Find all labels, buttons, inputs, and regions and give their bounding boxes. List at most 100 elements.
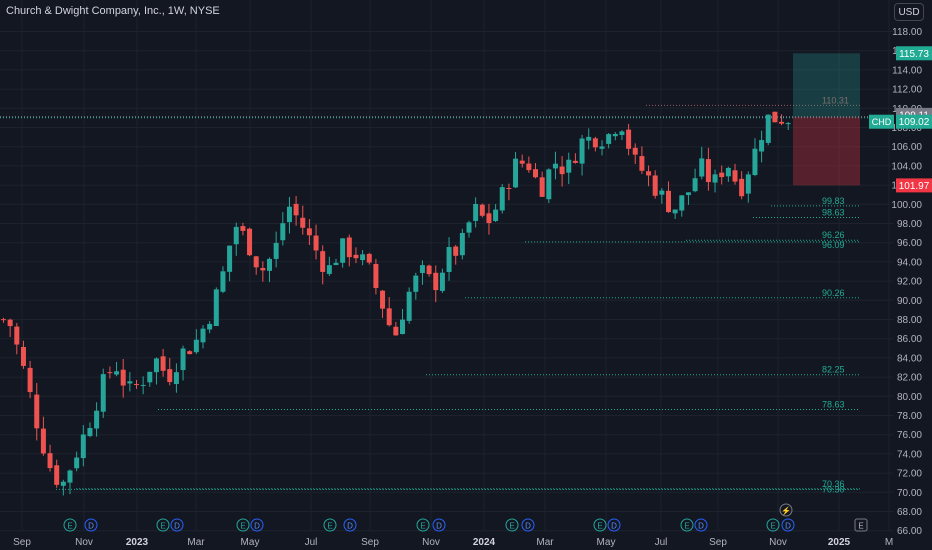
ticker-badge — [869, 114, 894, 129]
candle — [280, 223, 286, 241]
earnings-marker: E — [509, 522, 514, 531]
price-tick-label: 82.00 — [897, 373, 922, 384]
earnings-icon — [505, 518, 519, 532]
candle — [666, 190, 671, 213]
candle — [759, 140, 765, 152]
candle — [100, 374, 106, 412]
candle — [699, 158, 705, 177]
candle — [499, 187, 505, 211]
earnings-icon — [416, 518, 430, 532]
dividend-marker: D — [436, 522, 442, 531]
candle — [612, 133, 618, 137]
candle — [306, 228, 312, 236]
price-tick-label: 86.00 — [897, 334, 922, 345]
currency-button[interactable]: USD — [894, 3, 924, 21]
time-label: 2023 — [126, 537, 149, 548]
candle — [173, 372, 179, 385]
candle — [626, 129, 632, 149]
earnings-icon — [323, 518, 337, 532]
candle — [652, 175, 658, 196]
candle — [486, 213, 492, 224]
candle — [87, 428, 93, 437]
candle — [539, 177, 545, 197]
candle — [586, 136, 592, 141]
long-position-tool — [793, 53, 860, 186]
candle — [413, 275, 419, 292]
time-label: Jul — [305, 537, 318, 548]
candle — [20, 347, 26, 366]
time-label: Nov — [75, 537, 93, 548]
split-icon — [779, 503, 793, 517]
candle — [579, 138, 585, 164]
candle — [366, 253, 372, 263]
price-tick-label: 78.00 — [897, 411, 922, 422]
dividend-marker: D — [611, 522, 617, 531]
future-earnings-marker: E — [858, 522, 863, 531]
candle — [60, 481, 66, 486]
dividend-icon — [170, 518, 184, 532]
time-label: May — [597, 537, 616, 548]
candle — [679, 195, 685, 211]
candle — [705, 159, 711, 183]
candle — [439, 272, 445, 291]
ticker-label: CHD — [872, 117, 892, 127]
dividend-icon — [521, 518, 535, 532]
earnings-marker: E — [67, 522, 72, 531]
candle — [233, 226, 239, 245]
candle — [592, 138, 598, 148]
candle — [360, 254, 366, 261]
dividend-icon — [343, 518, 357, 532]
candle — [260, 268, 266, 271]
candle — [1, 319, 6, 321]
price-tick-label: 118.00 — [892, 27, 922, 38]
price-badge-label: 115.73 — [899, 49, 929, 60]
price-tick-label: 114.00 — [892, 65, 922, 76]
candle — [506, 187, 512, 189]
candle — [253, 256, 259, 268]
time-label: Sep — [13, 537, 31, 548]
earnings-marker: E — [770, 522, 775, 531]
candle — [473, 203, 479, 221]
level-label: 70.36 — [822, 479, 845, 489]
loss-zone — [793, 116, 860, 186]
candle — [493, 209, 499, 222]
candle — [739, 178, 745, 197]
candle — [513, 158, 519, 188]
candle — [7, 319, 13, 327]
earnings-icon — [766, 518, 780, 532]
candle — [167, 369, 173, 383]
candle — [419, 265, 425, 274]
candle — [393, 326, 399, 336]
candle — [426, 265, 432, 275]
price-tick-label: 104.00 — [891, 161, 922, 172]
candle — [333, 262, 339, 266]
candle — [533, 169, 538, 178]
candle — [772, 111, 778, 123]
candle — [400, 319, 405, 335]
time-label: Sep — [709, 537, 727, 548]
candle — [619, 131, 625, 135]
candle — [340, 238, 346, 263]
level-label: 96.09 — [822, 240, 845, 250]
candle — [785, 123, 791, 125]
level-label: 99.83 — [822, 196, 845, 206]
candle — [127, 381, 133, 384]
candle — [180, 348, 186, 371]
candle — [732, 170, 738, 182]
dividend-marker: D — [254, 522, 260, 531]
candle — [546, 169, 552, 200]
time-label: Mar — [187, 537, 205, 548]
price-tick-label: 70.00 — [897, 488, 922, 499]
time-label: May — [241, 537, 260, 548]
dividend-marker: D — [88, 522, 94, 531]
candle — [639, 156, 645, 171]
candle — [526, 163, 532, 171]
candle — [712, 174, 718, 183]
price-tick-label: 66.00 — [897, 526, 922, 537]
candle — [566, 159, 572, 173]
time-axis: Sep Nov 2023 Mar May Jul Sep Nov 2024 Mar May Jul Se… — [13, 537, 893, 548]
dividend-marker: D — [347, 522, 353, 531]
candles — [1, 111, 791, 496]
